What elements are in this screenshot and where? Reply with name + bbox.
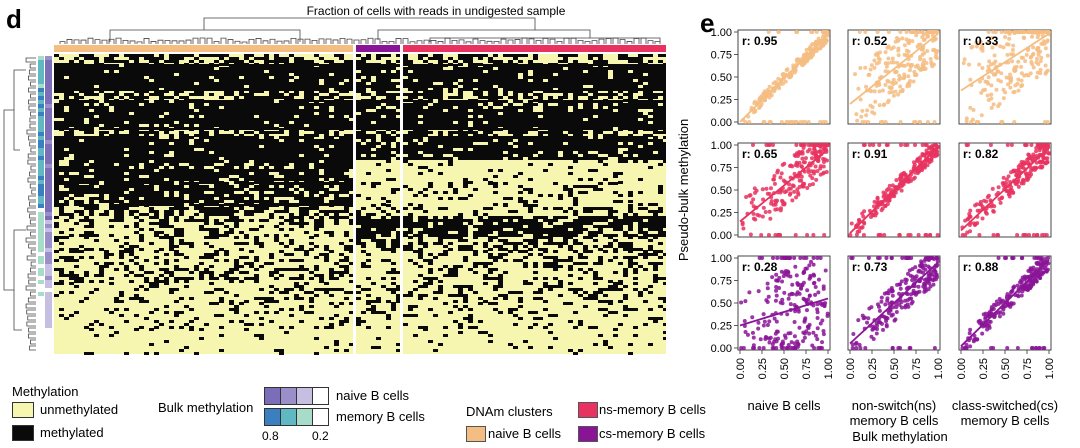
x-tick-label: 0.00 — [735, 358, 747, 379]
scatter-matrix: Pseudo-bulk methylation r: 0.95 0.00 0.25 0… — [676, 27, 1059, 444]
heatmap-figure — [3, 17, 666, 356]
correlation-label: r: 0.95 — [742, 34, 778, 48]
row-dendrogram — [3, 57, 36, 351]
cluster-bar-cs — [356, 45, 400, 52]
bulk-memory-scale — [264, 408, 329, 426]
x-tick-label: 0.50 — [889, 358, 901, 379]
y-tick-label: 0.25 — [711, 208, 732, 220]
y-tick-label: 0.75 — [711, 50, 732, 62]
bulk-scale-cell — [280, 387, 297, 405]
y-tick-label: 0.75 — [711, 276, 732, 288]
methylated-swatch — [12, 425, 34, 441]
x-tick-label: 1.00 — [933, 358, 945, 379]
correlation-label: r: 0.82 — [963, 147, 999, 161]
bulk-scale-cell — [280, 408, 297, 426]
x-tick-label: 1.00 — [823, 358, 835, 379]
bulk-scale-cell — [264, 387, 281, 405]
x-tick-label: 1.00 — [1044, 358, 1056, 379]
scatter-column-label: non-switch(ns) — [852, 398, 937, 413]
y-tick-label: 0.00 — [711, 343, 732, 355]
scatter-panel-r1-c2: r: 0.82 — [958, 142, 1052, 238]
correlation-label: r: 0.28 — [742, 260, 778, 274]
correlation-label: r: 0.52 — [852, 34, 888, 48]
scatter-panels: r: 0.95 0.00 0.25 0.50 0.75 1.00 r: 0.52 r: 0.3… — [711, 27, 1056, 379]
scatter-panel-r0-c0: r: 0.95 0.00 0.25 0.50 0.75 1.00 — [711, 27, 831, 129]
cluster-naive-swatch — [466, 426, 486, 442]
cluster-bar-naive — [54, 45, 353, 52]
bulk-scale-cell — [264, 408, 281, 426]
correlation-label: r: 0.73 — [852, 260, 888, 274]
y-tick-label: 0.25 — [711, 321, 732, 333]
correlation-label: r: 0.88 — [963, 260, 999, 274]
scatter-column-label: naive B cells — [748, 398, 821, 413]
x-tick-label: 0.50 — [1000, 358, 1012, 379]
bulk-methylation-strips — [38, 56, 52, 356]
unmethylated-label: unmethylated — [40, 402, 119, 417]
scatter-panel-r1-c0: r: 0.65 0.00 0.25 0.50 0.75 1.00 — [711, 140, 831, 242]
bulk-scale-cell — [312, 387, 329, 405]
heatmap-body — [54, 54, 666, 355]
panel-e-letter: e — [700, 8, 715, 38]
x-tick-label: 0.75 — [801, 358, 813, 379]
cluster-cs-swatch — [578, 426, 598, 442]
x-tick-label: 0.75 — [911, 358, 923, 379]
x-tick-label: 0.00 — [956, 358, 968, 379]
y-tick-label: 0.25 — [711, 95, 732, 107]
cluster-ns-swatch — [578, 402, 598, 418]
x-tick-label: 0.75 — [1022, 358, 1034, 379]
y-tick-label: 0.00 — [711, 230, 732, 242]
y-tick-label: 0.75 — [711, 163, 732, 175]
x-tick-label: 0.25 — [867, 358, 879, 379]
bulk-tick-high: 0.2 — [312, 429, 329, 443]
bulk-scale-cell — [312, 408, 329, 426]
column-dendrogram — [59, 17, 661, 44]
heatmap-separators — [353, 54, 403, 354]
scatter-panel-r0-c1: r: 0.52 — [847, 29, 941, 125]
y-tick-label: 0.00 — [711, 117, 732, 129]
cluster-cs-label: cs-memory B cells — [599, 426, 706, 441]
scatter-column-label: memory B cells — [850, 413, 939, 428]
scatter-y-axis-label: Pseudo-bulk methylation — [676, 119, 691, 261]
scatter-panel-r2-c1: r: 0.73 0.00 0.25 0.50 0.75 1.00 — [845, 255, 945, 379]
correlation-label: r: 0.65 — [742, 147, 778, 161]
scatter-panel-r2-c0: r: 0.28 0.00 0.25 0.50 0.75 1.00 0.00 0.25 0.50 0… — [711, 253, 835, 379]
y-tick-label: 1.00 — [711, 140, 732, 152]
panel-d-letter: d — [6, 4, 22, 34]
cluster-bars — [54, 45, 666, 52]
scatter-panel-r2-c2: r: 0.88 0.00 0.25 0.50 0.75 1.00 — [956, 255, 1056, 379]
scatter-panel-r0-c2: r: 0.33 — [958, 29, 1052, 125]
bulk-methylation-legend-title: Bulk methylation — [158, 400, 254, 415]
methylated-label: methylated — [40, 425, 104, 440]
correlation-label: r: 0.33 — [963, 34, 999, 48]
y-tick-label: 0.50 — [711, 72, 732, 84]
x-tick-label: 0.25 — [757, 358, 769, 379]
scatter-column-label: class-switched(cs) — [952, 398, 1058, 413]
y-tick-label: 1.00 — [711, 27, 732, 39]
scatter-panel-r1-c1: r: 0.91 — [847, 142, 941, 238]
unmethylated-swatch — [12, 402, 34, 418]
bulk-scale-cell — [296, 408, 313, 426]
scatter-column-label: memory B cells — [961, 413, 1050, 428]
bulk-memory-label: memory B cells — [336, 409, 425, 424]
scatter-x-axis-label: Bulk methylation — [852, 429, 947, 444]
methylation-legend-title: Methylation — [12, 384, 79, 399]
x-tick-label: 0.25 — [978, 358, 990, 379]
x-tick-label: 0.00 — [845, 358, 857, 379]
y-tick-label: 1.00 — [711, 253, 732, 265]
dnam-clusters-legend-title: DNAm clusters — [466, 404, 553, 419]
scatter-column-labels: naive B cells non-switch(ns)memory B cell… — [748, 398, 1059, 428]
cluster-naive-label: naive B cells — [488, 426, 561, 441]
correlation-label: r: 0.91 — [852, 147, 888, 161]
cluster-bar-ns — [403, 45, 666, 52]
cluster-ns-label: ns-memory B cells — [599, 402, 706, 417]
bulk-scale-cell — [296, 387, 313, 405]
x-tick-label: 0.50 — [779, 358, 791, 379]
heatmap-subtitle: Fraction of cells with reads in undigest… — [306, 4, 566, 18]
y-tick-label: 0.50 — [711, 298, 732, 310]
bulk-naive-scale — [264, 387, 329, 405]
y-tick-label: 0.50 — [711, 185, 732, 197]
bulk-naive-label: naive B cells — [336, 388, 409, 403]
bulk-tick-low: 0.8 — [262, 429, 279, 443]
